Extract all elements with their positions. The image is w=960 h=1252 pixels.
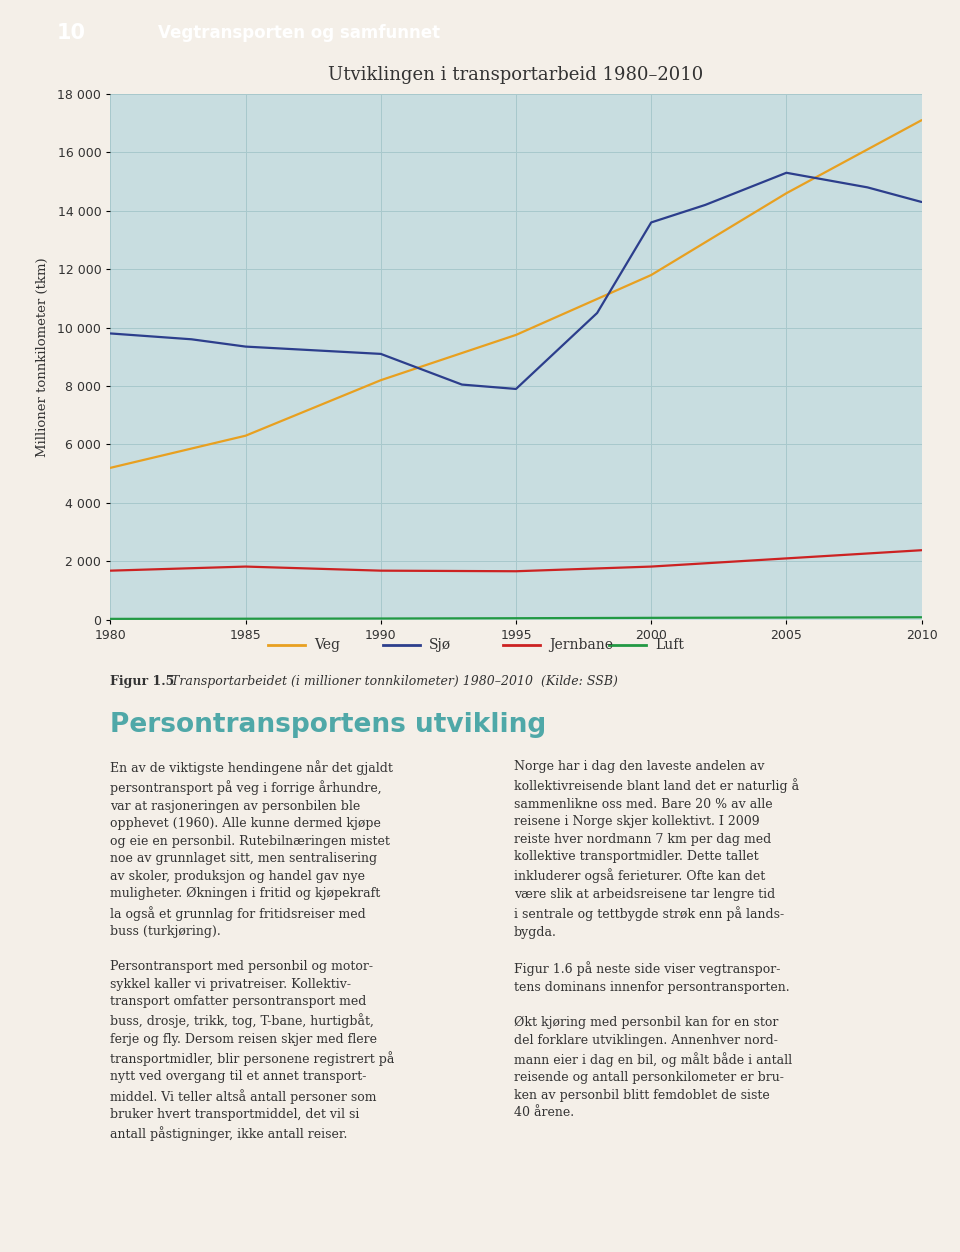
Text: Veg: Veg bbox=[314, 639, 340, 652]
Text: Figur 1.5: Figur 1.5 bbox=[110, 675, 175, 687]
Text: Transportarbeidet (i millioner tonnkilometer) 1980–2010  (Kilde: SSB): Transportarbeidet (i millioner tonnkilom… bbox=[163, 675, 618, 687]
Text: Persontransportens utvikling: Persontransportens utvikling bbox=[110, 712, 546, 739]
Text: Vegtransporten og samfunnet: Vegtransporten og samfunnet bbox=[158, 24, 441, 41]
Text: Luft: Luft bbox=[655, 639, 684, 652]
Title: Utviklingen i transportarbeid 1980–2010: Utviklingen i transportarbeid 1980–2010 bbox=[328, 66, 704, 84]
Y-axis label: Millioner tonnkilometer (tkm): Millioner tonnkilometer (tkm) bbox=[36, 257, 49, 457]
Text: En av de viktigste hendingene når det gjaldt
persontransport på veg i forrige år: En av de viktigste hendingene når det gj… bbox=[110, 760, 395, 1142]
Text: Sjø: Sjø bbox=[429, 639, 451, 652]
Text: Jernbane: Jernbane bbox=[549, 639, 613, 652]
Text: 10: 10 bbox=[57, 23, 85, 43]
Text: Norge har i dag den laveste andelen av
kollektivreisende blant land det er natur: Norge har i dag den laveste andelen av k… bbox=[514, 760, 799, 1119]
